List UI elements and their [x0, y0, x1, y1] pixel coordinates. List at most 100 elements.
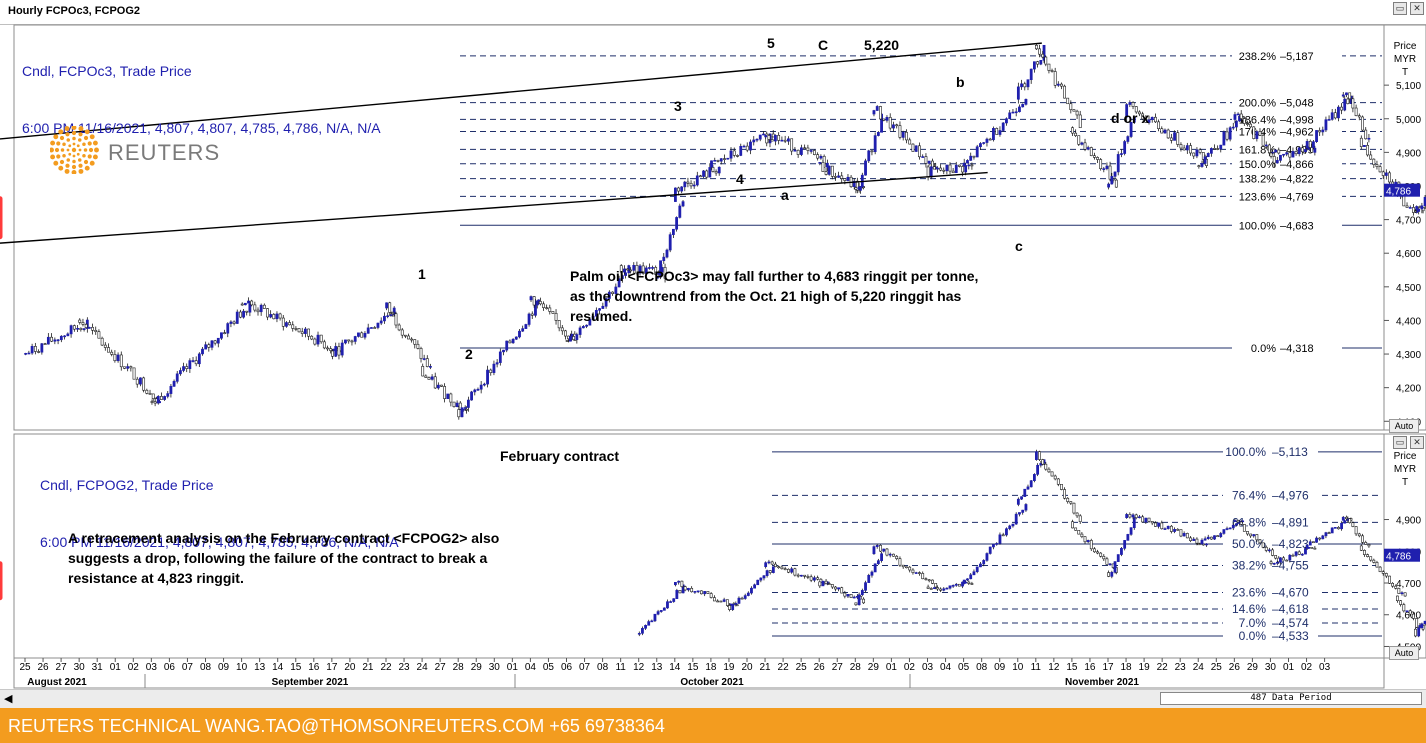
lower-candle-body	[1041, 459, 1045, 465]
upper-candle-body	[819, 155, 823, 159]
upper-candle-body	[796, 149, 800, 155]
upper-candle-body	[1123, 141, 1127, 154]
x-axis-day-label: 09	[994, 662, 1006, 673]
upper-candle-body	[1343, 98, 1347, 111]
upper-candle-body	[1033, 61, 1036, 70]
logo-dot	[71, 147, 77, 153]
upper-candle-body	[460, 407, 464, 418]
lower-candle-body	[1131, 514, 1135, 518]
upper-candle-body	[1192, 152, 1196, 157]
upper-candle-body	[281, 317, 285, 327]
upper-candle-body	[294, 328, 298, 330]
upper-candle-body	[473, 389, 477, 393]
upper-candle-body	[463, 407, 467, 409]
lower-candle-body	[1364, 542, 1368, 545]
logo-dot	[92, 154, 98, 160]
upper-candle-body	[545, 307, 549, 309]
lower-candle-body	[1129, 527, 1133, 535]
upper-candle-body	[1066, 97, 1070, 105]
lower-candle-body	[1414, 628, 1417, 637]
upper-candle-body	[972, 155, 976, 158]
upper-candle-body	[303, 328, 307, 334]
x-axis-day-label: 13	[254, 662, 266, 673]
minimize-icon[interactable]: ▭	[1393, 2, 1407, 15]
upper-candle-body	[702, 170, 705, 177]
lower-close-icon[interactable]: ✕	[1410, 436, 1424, 449]
lower-candle-body	[740, 597, 744, 600]
lower-candle-body	[872, 546, 876, 555]
lower-candle-body	[1228, 527, 1232, 530]
upper-candle-body	[662, 256, 666, 261]
lower-candle-body	[951, 585, 955, 587]
lower-candle-body	[1363, 550, 1366, 555]
upper-candle-body	[498, 351, 502, 363]
upper-candle-body	[885, 117, 889, 121]
upper-candle-body	[1297, 147, 1301, 155]
lower-candle-body	[1239, 521, 1243, 525]
lower-candle-body	[1313, 547, 1317, 550]
upper-candle-body	[729, 150, 733, 159]
upper-candle-body	[1414, 210, 1417, 213]
upper-candle-body	[40, 343, 44, 353]
lower-candle-body	[867, 574, 871, 583]
upper-candle-body	[654, 267, 658, 275]
upper-candle-body	[575, 334, 579, 340]
upper-candle-body	[1372, 158, 1376, 165]
lower-price-axis	[1383, 433, 1426, 659]
lower-candle-body	[875, 544, 879, 547]
upper-candle-body	[50, 336, 54, 342]
logo-dot	[72, 159, 76, 164]
lower-candle-body	[746, 592, 750, 596]
upper-candle-body	[322, 341, 326, 349]
upper-candle-body	[954, 164, 958, 174]
lower-auto-button[interactable]: Auto	[1389, 646, 1419, 660]
logo-dot	[83, 159, 89, 165]
upper-ytick-label: 4,300	[1396, 350, 1421, 361]
scroll-left-arrow-icon[interactable]: ◀	[4, 693, 13, 705]
x-axis-day-label: 15	[1066, 662, 1078, 673]
x-axis-day-label: 29	[868, 662, 880, 673]
upper-candle-body	[1154, 116, 1157, 123]
upper-fib-pct-label: 150.0%	[1239, 159, 1277, 171]
lower-candle-body	[653, 613, 657, 622]
lower-candle-body	[783, 568, 787, 571]
upper-candle-body	[975, 146, 979, 158]
upper-candle-body	[966, 160, 969, 164]
upper-candle-body	[132, 367, 136, 380]
x-axis-day-label: 05	[543, 662, 555, 673]
upper-candle-body	[455, 402, 459, 408]
upper-candle-body	[449, 393, 453, 403]
upper-candle-body	[532, 296, 536, 306]
upper-candle-body	[476, 388, 480, 391]
upper-candle-body	[749, 141, 752, 151]
upper-fib-label-bg	[1232, 341, 1342, 354]
upper-candle-body	[1173, 132, 1176, 141]
lower-candle-body	[666, 601, 669, 609]
upper-candle-body	[964, 165, 968, 173]
upper-candle-body	[1366, 145, 1369, 156]
lower-candle-body	[1345, 516, 1348, 520]
upper-auto-button[interactable]: Auto	[1389, 419, 1419, 433]
data-period-field[interactable]: 487 Data Period	[1160, 692, 1422, 705]
lower-candle-body	[1116, 554, 1120, 562]
upper-fib-label-bg	[1232, 189, 1342, 203]
upper-candle-body	[383, 315, 386, 322]
lower-candle-body	[812, 577, 816, 581]
upper-candle-body	[223, 332, 227, 334]
lower-candle-body	[768, 570, 772, 573]
upper-candle-body	[1213, 148, 1216, 150]
close-icon[interactable]: ✕	[1410, 2, 1424, 15]
lower-candle-body	[1074, 527, 1078, 531]
lower-candle-body	[924, 578, 928, 581]
lower-candle-body	[1033, 474, 1036, 481]
lower-candle-body	[1269, 561, 1273, 564]
lower-candle-body	[911, 569, 915, 573]
upper-candle-body	[565, 340, 569, 342]
lower-candle-body	[905, 566, 908, 569]
lower-candle-body	[659, 610, 663, 612]
upper-candle-body	[1351, 98, 1355, 109]
upper-candle-body	[710, 160, 713, 168]
lower-candle-body	[1252, 534, 1256, 537]
lower-candle-body	[1176, 529, 1180, 531]
lower-minimize-icon[interactable]: ▭	[1393, 436, 1407, 449]
